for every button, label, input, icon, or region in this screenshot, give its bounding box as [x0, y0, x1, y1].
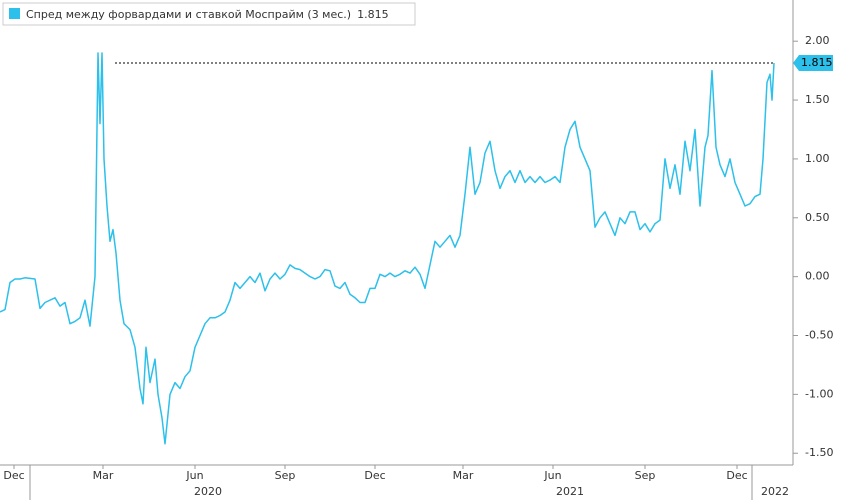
y-tick-label: 1.50: [805, 93, 830, 106]
y-tick-label: 2.00: [805, 34, 830, 47]
x-tick-label: Dec: [726, 469, 747, 482]
legend-value: 1.815: [357, 8, 389, 21]
x-tick-label: Dec: [3, 469, 24, 482]
x-tick-label: Dec: [364, 469, 385, 482]
y-tick-label: 1.00: [805, 152, 830, 165]
y-tick-label: -0.50: [805, 329, 833, 342]
year-label: 2022: [761, 485, 789, 498]
year-label: 2021: [556, 485, 584, 498]
x-tick-label: Sep: [275, 469, 296, 482]
last-value-label: 1.815: [801, 56, 833, 69]
x-tick-label: Jun: [543, 469, 561, 482]
y-tick-label: -1.00: [805, 387, 833, 400]
x-tick-label: Jun: [185, 469, 203, 482]
x-tick-label: Sep: [635, 469, 656, 482]
x-tick-label: Mar: [93, 469, 114, 482]
year-label: 2020: [194, 485, 222, 498]
last-value-tag: [793, 54, 833, 71]
legend-swatch: [9, 8, 20, 19]
y-tick-label: 0.50: [805, 211, 830, 224]
legend-box: [2, 2, 416, 26]
y-tick-label: 0.00: [805, 270, 830, 283]
legend-label: Спред между форвардами и ставкой Моспрай…: [26, 8, 351, 21]
legend: Спред между форвардами и ставкой Моспрай…: [2, 2, 416, 26]
x-tick-label: Mar: [453, 469, 474, 482]
y-tick-label: -1.50: [805, 446, 833, 459]
series-line: [0, 52, 775, 445]
